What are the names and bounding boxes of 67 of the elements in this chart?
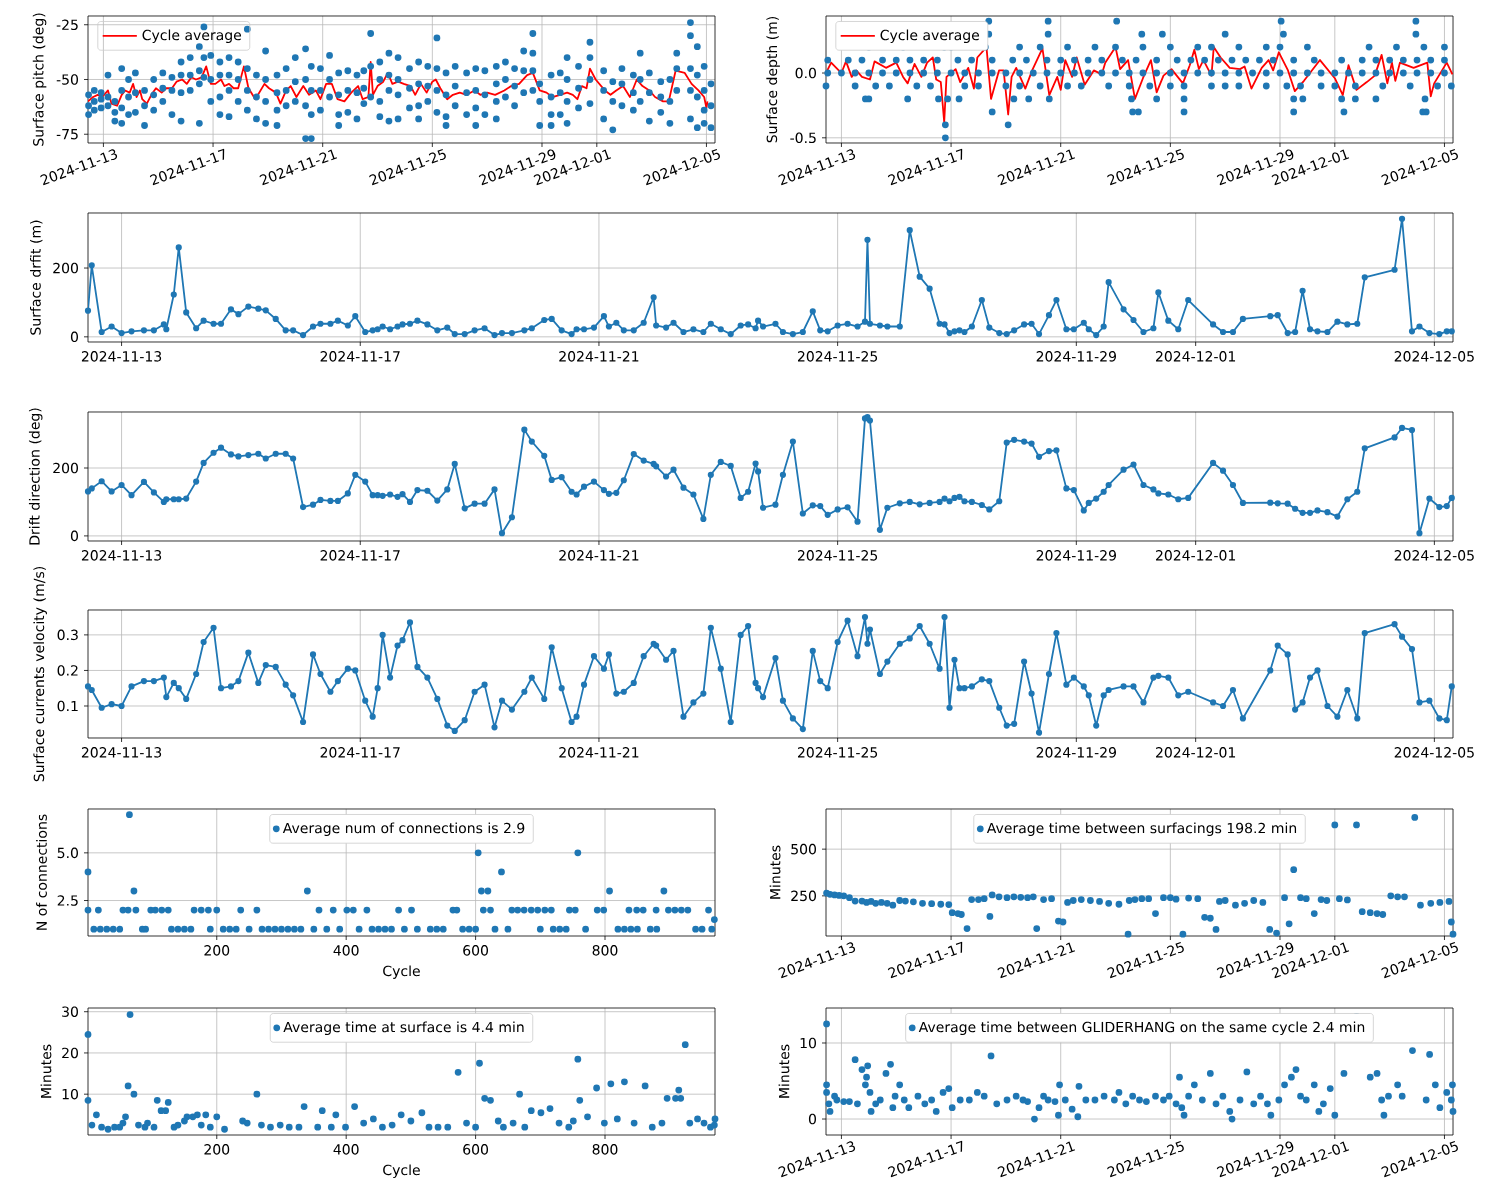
legend-label: Average time at surface is 4.4 min [283,1021,524,1036]
x-tick-label: 2024-11-13 [81,550,162,561]
x-tick-label: 2024-11-29 [1036,747,1116,758]
x-tick-label: 2024-11-29 [1036,550,1116,561]
x-tick-label: 2024-12-01 [1156,351,1236,362]
y-tick-label: 30 [62,1006,78,1017]
x-tick-label: 400 [333,945,359,956]
y-tick-label: 0.2 [57,665,78,676]
x-tick-label: 2024-12-01 [1156,550,1236,561]
y-tick-label: 2.5 [57,895,78,906]
y-tick-label: -50 [56,74,78,85]
x-tick-label: 2024-11-21 [559,351,639,362]
legend-label: Average time between surfacings 198.2 min [986,822,1297,837]
x-tick-label: 200 [204,945,230,956]
y-tick-label: 20 [62,1047,78,1059]
x-tick-label: 600 [463,945,489,956]
x-tick-label: 2024-11-25 [797,351,878,362]
y-tick-label: 0.3 [57,629,78,641]
y-axis-title: N of connections [36,814,47,930]
x-tick-label: 2024-11-25 [797,550,878,561]
x-tick-label: 2024-12-05 [1394,747,1474,758]
x-tick-label: 2024-11-17 [320,351,400,362]
y-tick-label: 5.0 [57,847,78,859]
y-tick-label: 200 [53,262,78,274]
y-tick-label: 0 [808,1113,816,1125]
y-tick-label: -25 [56,19,78,31]
x-tick-label: 2024-11-13 [81,747,162,758]
y-axis-title: Minutes [40,1044,52,1098]
y-tick-label: 500 [791,843,816,855]
y-tick-label: -75 [56,129,78,140]
x-tick-label: 2024-11-25 [797,747,878,758]
x-tick-label: 2024-11-29 [1036,351,1116,362]
x-tick-label: 600 [463,1144,489,1155]
x-tick-label: 2024-12-01 [1156,747,1236,758]
y-axis-title: Drift direction (deg) [28,408,43,545]
y-axis-title: Surface pitch (deg) [32,13,47,146]
x-tick-label: 200 [204,1144,230,1155]
y-tick-label: 0 [70,530,78,542]
x-tick-label: 2024-11-17 [320,550,400,561]
legend-label: Cycle average [142,29,242,44]
y-tick-label: 10 [62,1088,78,1100]
x-tick-label: 2024-12-05 [1394,351,1474,362]
y-tick-label: 0.1 [57,700,78,712]
y-axis-title: Surface drfit (m) [30,220,43,335]
legend-label: Average num of connections is 2.9 [282,822,525,837]
y-tick-label: 0 [70,331,78,343]
y-tick-label: -0.5 [790,132,816,144]
y-tick-label: 0.0 [795,67,816,79]
legend-label: Cycle average [880,29,980,44]
y-tick-label: 250 [791,890,816,902]
y-axis-title: Minutes [769,845,781,899]
x-tick-label: 800 [592,945,618,956]
y-axis-title: Minutes [778,1044,790,1098]
x-tick-label: 2024-11-21 [559,747,639,758]
legend-label: Average time between GLIDERHANG on the same cycle 2.4 min [918,1021,1365,1036]
x-tick-label: 2024-12-05 [1394,550,1474,561]
y-tick-label: 200 [53,462,78,474]
x-axis-title: Cycle [383,965,420,979]
x-tick-label: 2024-11-13 [81,351,162,362]
x-tick-label: 2024-11-17 [320,747,400,758]
y-axis-title: Surface depth (m) [766,16,780,143]
y-axis-title: Surface currents velocity (m/s) [33,566,47,782]
x-axis-title: Cycle [383,1164,420,1178]
x-tick-label: 400 [333,1144,359,1155]
y-tick-label: 10 [800,1037,816,1049]
x-tick-label: 800 [592,1144,618,1155]
x-tick-label: 2024-11-21 [559,550,639,561]
